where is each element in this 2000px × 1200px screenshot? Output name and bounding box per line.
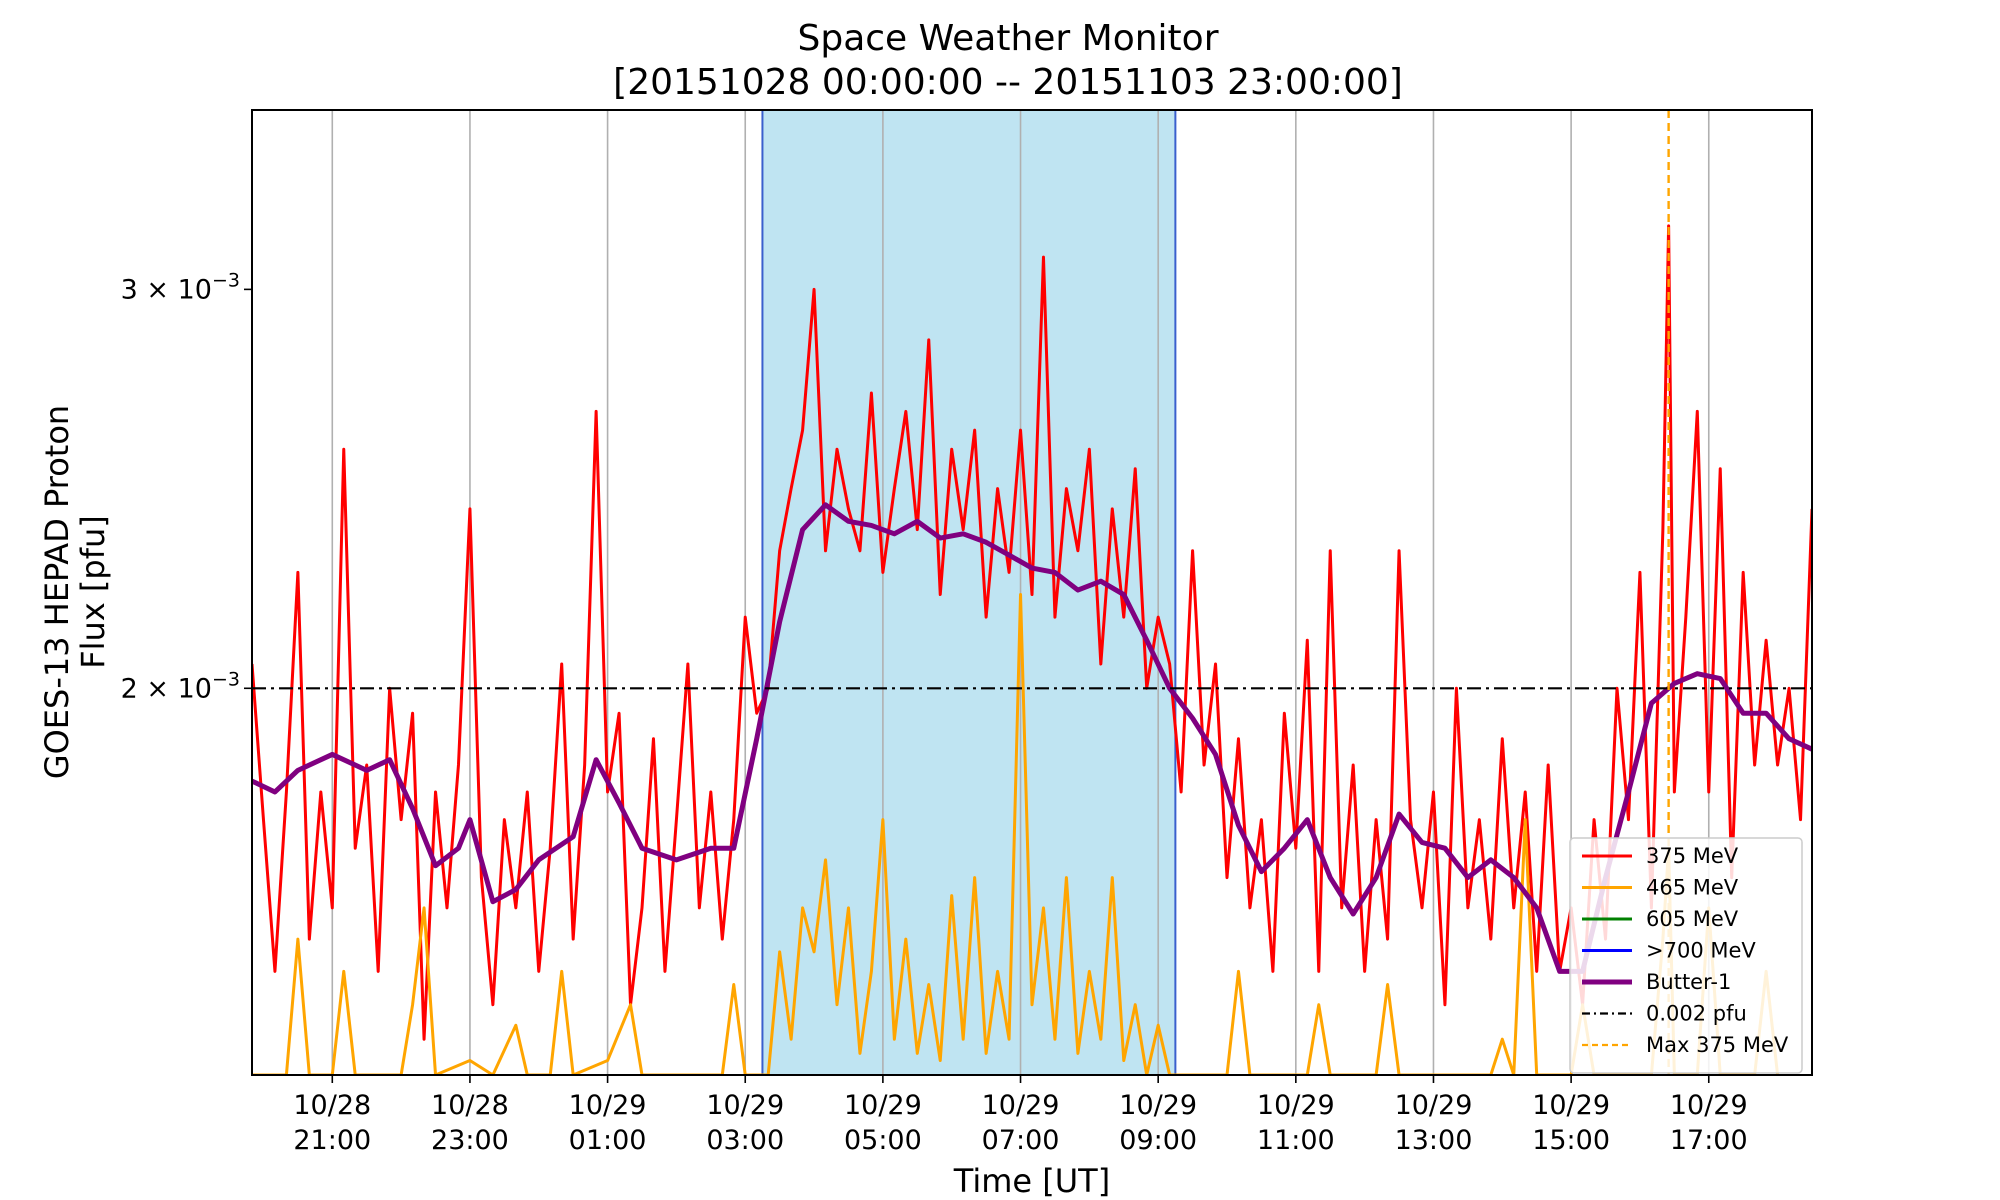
shaded-interval	[762, 110, 1176, 1075]
x-tick-label-time: 23:00	[431, 1125, 509, 1156]
x-tick-label-date: 10/29	[1257, 1090, 1335, 1121]
plot-frame	[251, 109, 1813, 1076]
x-tick-label-time: 17:00	[1670, 1125, 1748, 1156]
axis-layer: 10/28 21:00 10/28 23:00 10/29 01:00 10/29 03:00…	[121, 269, 1748, 1156]
x-tick-label-time: 07:00	[982, 1125, 1060, 1156]
legend-label: 0.002 pfu	[1646, 1002, 1747, 1026]
series-layer	[252, 224, 1812, 1075]
legend-label: Butter-1	[1646, 970, 1731, 994]
x-tick-label-date: 10/29	[1532, 1090, 1610, 1121]
x-tick-label-date: 10/29	[569, 1090, 647, 1121]
y-tick-label: 3 × 10−3	[121, 269, 240, 305]
x-tick-label-time: 05:00	[844, 1125, 922, 1156]
y-axis-label-line2: Flux [pfu]	[74, 515, 112, 669]
x-tick-label-date: 10/28	[293, 1090, 371, 1121]
x-tick-label-date: 10/29	[706, 1090, 784, 1121]
x-tick-label-time: 09:00	[1119, 1125, 1197, 1156]
chart-subtitle: [20151028 00:00:00 -- 20151103 23:00:00]	[613, 62, 1403, 103]
x-tick-label-time: 03:00	[706, 1125, 784, 1156]
legend-label: 375 MeV	[1646, 844, 1739, 868]
x-tick-label-date: 10/29	[1395, 1090, 1473, 1121]
x-tick-label-date: 10/29	[1670, 1090, 1748, 1121]
legend-label: 605 MeV	[1646, 907, 1739, 931]
legend-label: Max 375 MeV	[1646, 1033, 1789, 1057]
x-tick-label-date: 10/28	[431, 1090, 509, 1121]
x-tick-label-date: 10/29	[844, 1090, 922, 1121]
legend-label: >700 MeV	[1646, 939, 1756, 963]
y-tick-label: 2 × 10−3	[121, 668, 240, 704]
shaded-interval-layer	[761, 110, 1177, 1075]
y-axis-label-group: GOES-13 HEPAD Proton Flux [pfu]	[38, 405, 112, 779]
legend-box	[1569, 837, 1803, 1074]
y-axis-label-line1: GOES-13 HEPAD Proton	[38, 405, 76, 779]
series-line-4	[252, 502, 1812, 974]
x-tick-label-time: 13:00	[1395, 1125, 1473, 1156]
x-tick-label-date: 10/29	[982, 1090, 1060, 1121]
legend-label: 465 MeV	[1646, 876, 1739, 900]
x-tick-label-time: 01:00	[569, 1125, 647, 1156]
grid-layer	[331, 110, 1710, 1075]
overlay-layer	[252, 110, 1812, 1075]
x-axis-label: Time [UT]	[953, 1162, 1110, 1200]
x-tick-label-date: 10/29	[1119, 1090, 1197, 1121]
x-tick-label-time: 21:00	[293, 1125, 371, 1156]
legend: 375 MeV 465 MeV 605 MeV >700 MeV Butter-1 0.0…	[1569, 837, 1803, 1074]
series-line-1	[252, 593, 1780, 1075]
x-tick-label-time: 11:00	[1257, 1125, 1335, 1156]
chart-title: Space Weather Monitor	[797, 18, 1218, 59]
x-tick-label-time: 15:00	[1532, 1125, 1610, 1156]
plot-area	[252, 110, 1812, 1075]
